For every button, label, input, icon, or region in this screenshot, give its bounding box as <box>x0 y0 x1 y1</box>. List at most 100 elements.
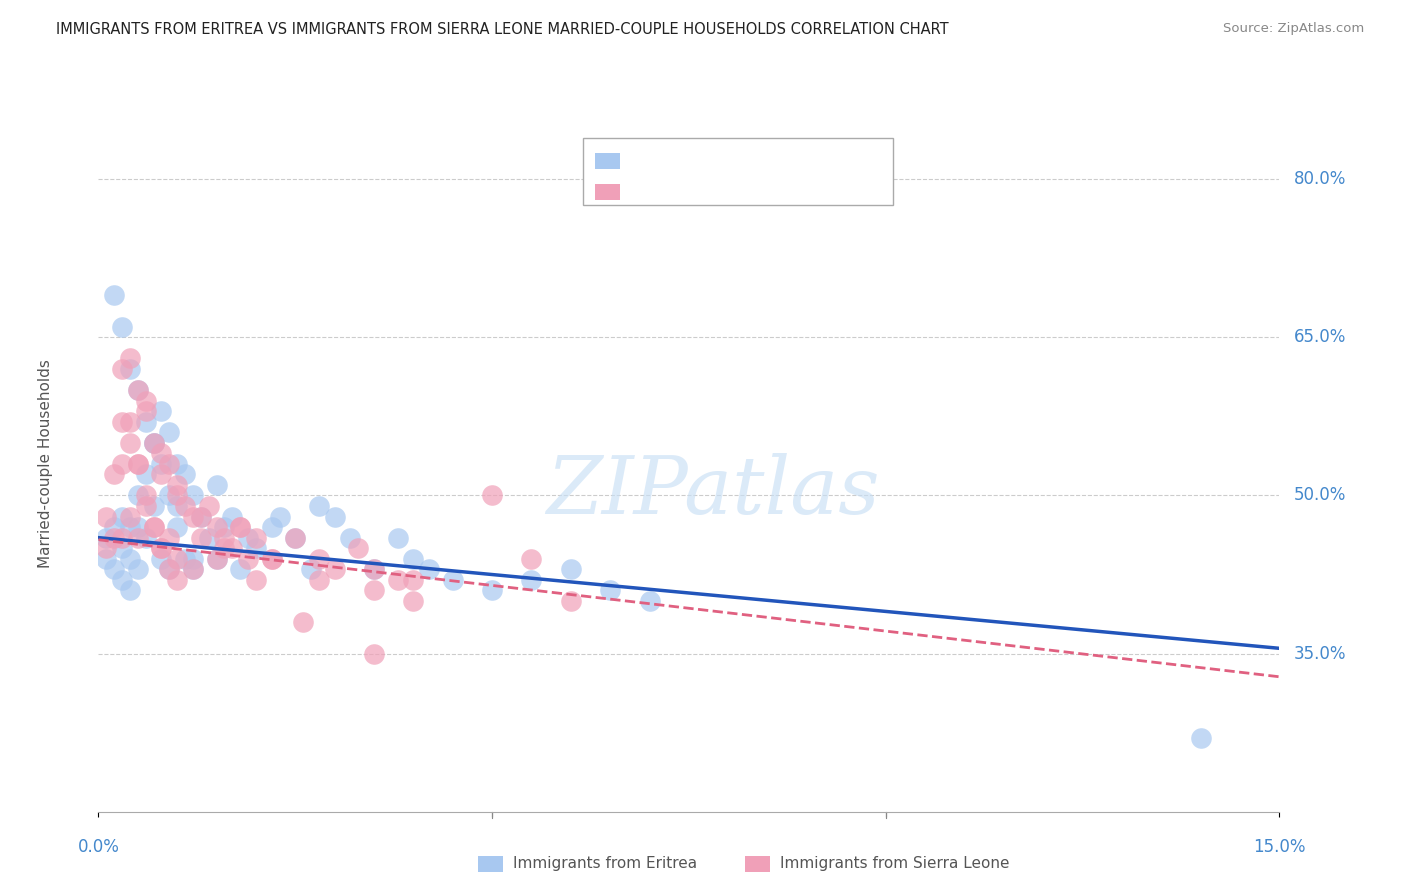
Point <box>150 541 173 556</box>
Point <box>103 520 125 534</box>
Point <box>142 499 165 513</box>
Point <box>111 415 134 429</box>
Point <box>135 404 157 418</box>
Point <box>638 594 661 608</box>
Point <box>599 583 621 598</box>
Point <box>96 509 118 524</box>
Point <box>481 583 503 598</box>
Point <box>347 541 370 556</box>
Point <box>229 562 252 576</box>
Point <box>103 288 125 302</box>
Point <box>96 541 118 556</box>
Point <box>323 562 346 576</box>
Point <box>96 551 118 566</box>
Point <box>111 541 134 556</box>
Point <box>127 457 149 471</box>
Point <box>127 520 149 534</box>
Point <box>205 520 228 534</box>
Text: ZIPatlas: ZIPatlas <box>546 453 879 531</box>
Point <box>111 319 134 334</box>
Point <box>197 531 219 545</box>
Point <box>205 478 228 492</box>
Point <box>157 562 180 576</box>
Point <box>150 551 173 566</box>
Point <box>103 531 125 545</box>
Point <box>127 488 149 502</box>
Point <box>127 531 149 545</box>
Point <box>166 478 188 492</box>
Point <box>118 509 141 524</box>
Point <box>190 531 212 545</box>
Point <box>118 351 141 366</box>
Point <box>560 594 582 608</box>
Point <box>142 520 165 534</box>
Point <box>205 551 228 566</box>
Point <box>166 499 188 513</box>
Point <box>118 520 141 534</box>
Text: IMMIGRANTS FROM ERITREA VS IMMIGRANTS FROM SIERRA LEONE MARRIED-COUPLE HOUSEHOLD: IMMIGRANTS FROM ERITREA VS IMMIGRANTS FR… <box>56 22 949 37</box>
Point <box>118 551 141 566</box>
Point <box>166 551 188 566</box>
Point <box>111 362 134 376</box>
Point <box>150 467 173 482</box>
Point <box>1189 731 1212 745</box>
Text: R = -0.153   N = 64: R = -0.153 N = 64 <box>628 152 792 169</box>
Point <box>260 520 283 534</box>
Point <box>387 573 409 587</box>
Point <box>214 531 236 545</box>
Point <box>111 509 134 524</box>
Point <box>166 520 188 534</box>
Point <box>245 531 267 545</box>
Point <box>127 383 149 397</box>
Point <box>157 562 180 576</box>
Point <box>418 562 440 576</box>
Point <box>560 562 582 576</box>
Point <box>260 551 283 566</box>
Point <box>166 573 188 587</box>
Point <box>402 551 425 566</box>
Point <box>150 404 173 418</box>
Point <box>127 457 149 471</box>
Point <box>520 551 543 566</box>
Point <box>402 573 425 587</box>
Text: 35.0%: 35.0% <box>1294 645 1346 663</box>
Point <box>197 499 219 513</box>
Point <box>150 457 173 471</box>
Point <box>269 509 291 524</box>
Point <box>111 531 134 545</box>
Text: 80.0%: 80.0% <box>1294 170 1346 188</box>
Point <box>157 531 180 545</box>
Point <box>174 499 197 513</box>
Text: 15.0%: 15.0% <box>1253 838 1306 856</box>
Point <box>363 583 385 598</box>
Point <box>181 509 204 524</box>
Point <box>118 362 141 376</box>
Point <box>174 551 197 566</box>
Text: R = -0.138   N = 67: R = -0.138 N = 67 <box>628 183 792 201</box>
Point <box>142 435 165 450</box>
Point <box>284 531 307 545</box>
Point <box>181 488 204 502</box>
Point <box>135 488 157 502</box>
Text: Immigrants from Eritrea: Immigrants from Eritrea <box>513 856 697 871</box>
Point <box>221 509 243 524</box>
Point <box>221 541 243 556</box>
Point <box>135 415 157 429</box>
Point <box>135 393 157 408</box>
Point <box>166 488 188 502</box>
Point <box>103 562 125 576</box>
Text: 0.0%: 0.0% <box>77 838 120 856</box>
Point <box>363 647 385 661</box>
Point <box>236 551 259 566</box>
Point <box>135 499 157 513</box>
Point <box>135 467 157 482</box>
Point <box>481 488 503 502</box>
Text: Married-couple Households: Married-couple Households <box>38 359 53 568</box>
Point <box>157 488 180 502</box>
Point <box>118 583 141 598</box>
Point <box>181 562 204 576</box>
Point <box>205 551 228 566</box>
Point <box>166 457 188 471</box>
Point <box>441 573 464 587</box>
Point <box>402 594 425 608</box>
